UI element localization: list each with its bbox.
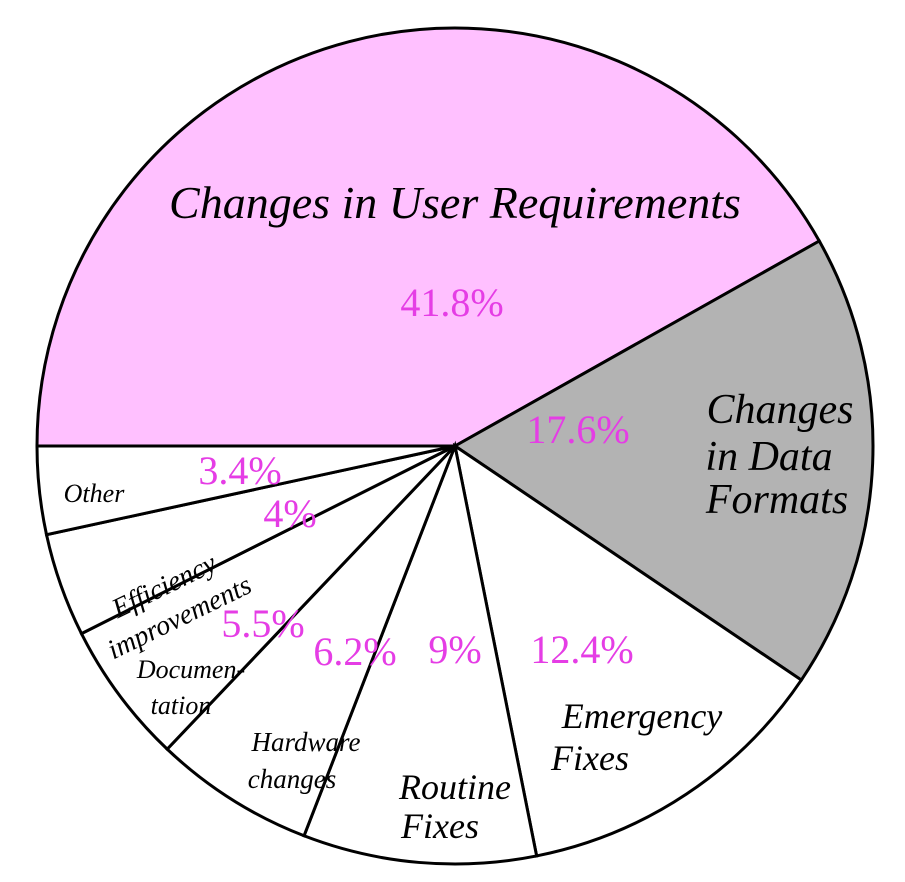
slice-label-other: Other — [64, 479, 126, 508]
pie-slice-emergency-fixes — [452, 442, 804, 858]
slice-label-hardware-changes: changes — [248, 764, 336, 794]
slice-value-documen-tation: 5.5% — [221, 601, 304, 646]
slice-label-group-hardware-changes: Hardware changes — [248, 727, 361, 794]
slice-value-hardware-changes: 6.2% — [313, 629, 396, 674]
pie-slice-changes-in-data-formats — [452, 238, 875, 683]
slice-label-group-documen-tation: Documen-tation — [136, 655, 245, 720]
slice-value-routine-fixes: 9% — [428, 627, 481, 672]
slice-label-group-other: Other — [64, 479, 126, 508]
slice-label-documen-tation: tation — [151, 691, 212, 720]
pie-slice-routine-fixes — [302, 440, 539, 866]
pie-slice-changes-in-user-requirements — [35, 26, 822, 448]
pie-slice-hardware-changes — [165, 444, 457, 838]
pie-slice-documen-tation — [79, 444, 457, 752]
slice-label-hardware-changes: Hardware — [250, 727, 360, 757]
slice-value-efficiency-improvements: 4% — [263, 491, 316, 536]
slice-label-changes-in-data-formats: Changes — [707, 387, 854, 433]
slice-value-changes-in-user-requirements: 41.8% — [400, 280, 503, 325]
slice-label-changes-in-data-formats: Formats — [705, 477, 848, 523]
slice-label-documen-tation: Documen- — [136, 655, 245, 684]
slice-value-other: 3.4% — [198, 448, 281, 493]
slice-value-changes-in-data-formats: 17.6% — [526, 407, 629, 452]
slice-value-emergency-fixes: 12.4% — [530, 627, 633, 672]
pie-slice-other — [35, 444, 456, 537]
slice-label-routine-fixes: Routine — [398, 767, 511, 807]
slice-label-changes-in-data-formats: in Data — [705, 434, 832, 480]
slice-label-emergency-fixes: Emergency — [561, 696, 723, 736]
slice-label-group-changes-in-user-requirements: Changes in User Requirements — [169, 177, 741, 228]
slice-label-changes-in-user-requirements: Changes in User Requirements — [169, 177, 741, 228]
slice-label-routine-fixes: Fixes — [400, 806, 479, 846]
slice-label-emergency-fixes: Fixes — [550, 738, 629, 778]
